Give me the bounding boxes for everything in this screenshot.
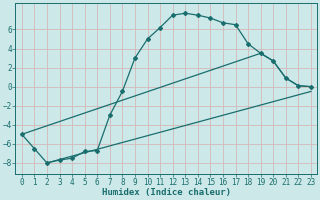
- X-axis label: Humidex (Indice chaleur): Humidex (Indice chaleur): [102, 188, 231, 197]
